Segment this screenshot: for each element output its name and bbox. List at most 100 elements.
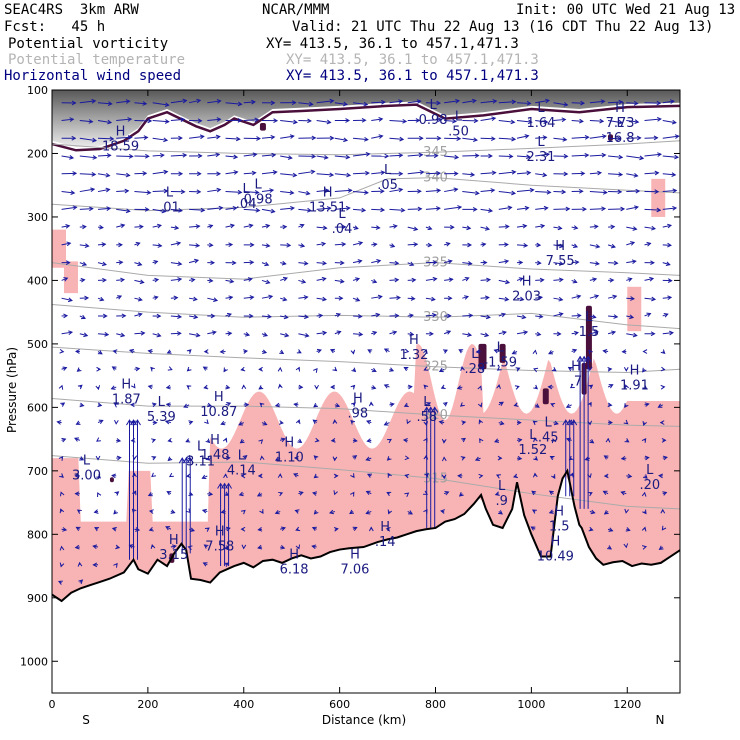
- wind-vector: [608, 173, 623, 176]
- wind-vector: [79, 208, 93, 210]
- wind-vector-head: [474, 456, 480, 462]
- wind-vector-head: [620, 206, 626, 212]
- wind-vector-head: [268, 294, 274, 300]
- wind-vector: [444, 155, 459, 158]
- wind-vectors: [56, 98, 680, 585]
- wind-vector-head: [176, 241, 182, 246]
- x-tick-label: 800: [425, 698, 446, 711]
- wind-vector-head: [352, 526, 358, 532]
- wind-vector: [261, 279, 270, 284]
- wind-vector-head: [460, 365, 465, 371]
- extremum-marker: H1.5: [549, 504, 570, 534]
- extremum-type: L: [616, 116, 624, 131]
- wind-vector-head: [203, 349, 209, 354]
- wind-vector-head: [501, 330, 507, 336]
- wind-vector-head: [364, 136, 369, 142]
- wind-vector: [589, 331, 598, 335]
- wind-vector-head: [177, 314, 183, 319]
- x-axis-label: Distance (km): [322, 713, 406, 727]
- wind-vector: [389, 100, 403, 104]
- wind-vector-head: [417, 206, 423, 212]
- wind-vector-head: [216, 99, 222, 104]
- extremum-marker: L.04: [236, 182, 257, 212]
- wind-vector-head: [404, 492, 410, 498]
- wind-vector-head: [547, 384, 553, 390]
- wind-vector-head: [351, 402, 356, 407]
- wind-vector-head: [74, 437, 80, 442]
- wind-vector: [152, 102, 169, 106]
- wind-vector: [516, 244, 528, 247]
- wind-vector: [353, 172, 369, 175]
- wind-vector-head: [558, 296, 564, 302]
- wind-vector: [662, 119, 676, 124]
- wind-vector: [189, 244, 200, 247]
- wind-vector-head: [485, 226, 491, 231]
- wind-vector-head: [310, 169, 316, 175]
- wind-vector: [353, 191, 368, 194]
- wind-vector-head: [293, 473, 299, 478]
- wind-vector: [261, 244, 270, 247]
- wind-vector-head: [481, 242, 487, 247]
- wind-vector-head: [441, 438, 447, 444]
- wind-vector: [462, 191, 479, 194]
- wind-vector-head: [429, 331, 434, 337]
- wind-vector-head: [270, 208, 276, 214]
- wind-vector-head: [166, 491, 172, 496]
- wind-vector: [170, 297, 178, 299]
- x-tick-label: 400: [233, 698, 254, 711]
- wind-vector-head: [147, 492, 153, 497]
- wind-vector: [116, 208, 130, 212]
- wind-vector-head: [600, 99, 606, 104]
- wind-vector-head: [644, 455, 650, 461]
- wind-vector: [462, 277, 469, 281]
- wind-vector: [407, 243, 418, 246]
- wind-vector-head: [642, 367, 647, 373]
- wind-vector-head: [208, 278, 214, 283]
- wind-vector: [444, 119, 456, 122]
- wind-vector-head: [164, 419, 170, 425]
- wind-vector-head: [201, 474, 207, 480]
- wind-vector-head: [295, 366, 300, 372]
- wind-vector: [553, 279, 563, 281]
- wind-vector-head: [228, 242, 234, 248]
- wind-vector: [371, 260, 381, 264]
- wind-vector-head: [667, 242, 672, 248]
- wind-vector: [662, 224, 672, 228]
- wind-vector-head: [235, 136, 241, 142]
- wind-vector-head: [298, 491, 304, 496]
- wind-vector-head: [383, 384, 389, 389]
- wind-vector-head: [111, 473, 116, 479]
- wind-vector-head: [58, 384, 64, 390]
- wind-vector-head: [278, 491, 284, 497]
- wind-vector-head: [279, 349, 285, 355]
- wind-vector-head: [660, 508, 666, 514]
- wind-vector-head: [437, 117, 443, 123]
- wind-vector-head: [215, 152, 221, 158]
- wind-vector-head: [258, 439, 264, 444]
- wind-vector: [225, 137, 240, 140]
- wind-vector-head: [153, 259, 159, 265]
- wind-vector-head: [314, 384, 319, 390]
- wind-vector-head: [308, 101, 314, 107]
- wind-vector-head: [613, 260, 619, 266]
- wind-vector: [407, 171, 424, 175]
- wind-vector: [298, 296, 308, 299]
- wind-vector-head: [127, 135, 133, 140]
- wind-vector-head: [440, 509, 446, 514]
- wind-vector-head: [526, 100, 532, 106]
- axes: 0 200 400 600 800 1000 1200 100 200 300 400 500 600 7…: [20, 84, 680, 711]
- wind-vector: [480, 279, 491, 281]
- wind-vector: [280, 135, 294, 139]
- wind-shading-patch: [52, 229, 66, 268]
- extremum-value: 6.18: [280, 562, 309, 577]
- wind-vector: [134, 102, 147, 105]
- wind-vector-head: [322, 260, 328, 266]
- field-xy-wind: XY= 413.5, 36.1 to 457.1,471.3: [286, 68, 539, 84]
- extremum-value: .14: [375, 535, 396, 550]
- wind-vector: [553, 118, 566, 121]
- wind-vector-head: [201, 508, 207, 514]
- wind-vector: [79, 137, 97, 142]
- wind-vector: [444, 100, 460, 104]
- wind-vector-head: [511, 350, 517, 355]
- wind-vector-head: [313, 455, 319, 460]
